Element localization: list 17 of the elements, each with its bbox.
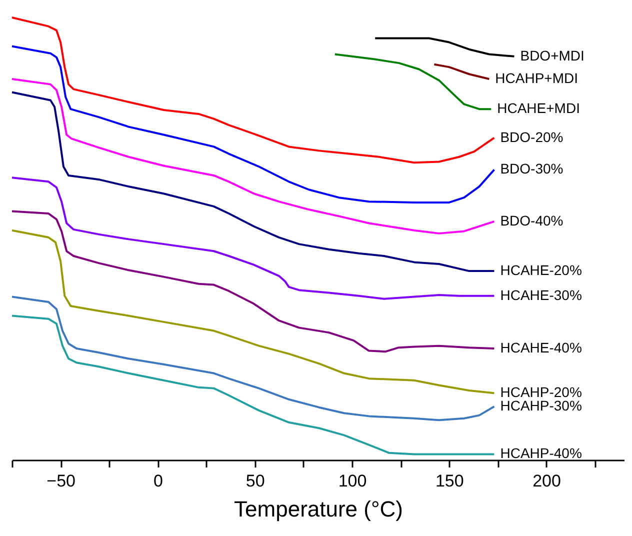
series-label: BDO-40% [500, 212, 564, 228]
series-label: BDO+MDI [520, 47, 584, 64]
x-tick-label: 100 [338, 472, 367, 490]
x-tick-label: 50 [246, 472, 265, 490]
series-label: HCAHP-40% [500, 445, 582, 462]
x-tick-label: 150 [435, 472, 464, 490]
series-label: HCAHE+MDI [497, 100, 580, 116]
x-tick-label: 0 [153, 472, 163, 490]
x-tick-label: −50 [46, 472, 76, 490]
series-label: HCAHE-30% [500, 286, 582, 303]
series-label: BDO-20% [500, 128, 564, 145]
series-label: HCAHE-40% [500, 339, 582, 356]
x-axis-title: Temperature (°C) [234, 496, 403, 522]
x-tick-label: 200 [532, 472, 561, 490]
series-label: HCAHE-20% [500, 262, 582, 278]
series-label: HCAHP+MDI [495, 70, 578, 86]
series-label: BDO-30% [500, 160, 564, 177]
